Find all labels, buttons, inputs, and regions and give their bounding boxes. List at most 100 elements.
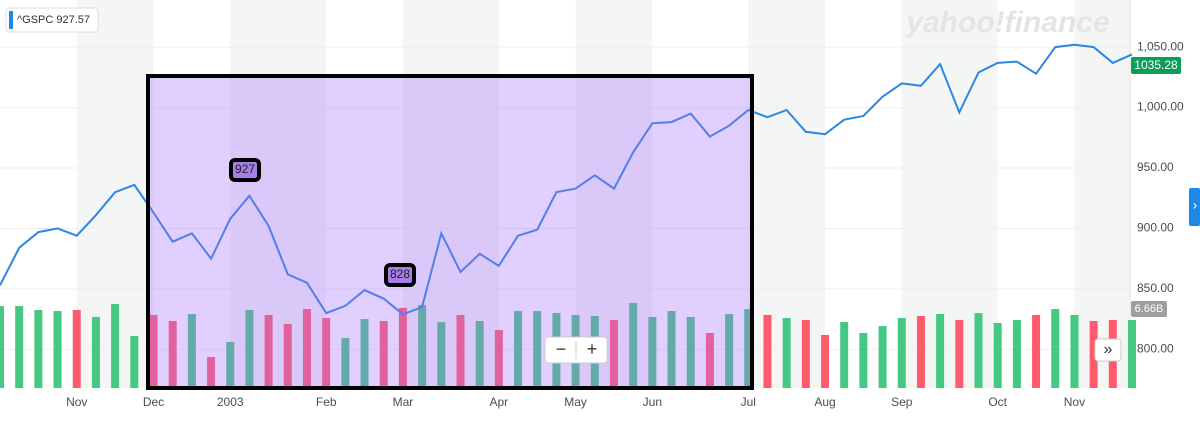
expand-button[interactable] (1094, 338, 1122, 362)
x-tick-label: 2003 (217, 395, 244, 409)
volume-bar (456, 314, 465, 388)
volume-bar (609, 320, 618, 388)
volume-bar (782, 318, 791, 388)
volume-bar (878, 325, 887, 388)
zoom-out[interactable]: − (556, 339, 567, 359)
side-tab-label[interactable]: › (1193, 197, 1198, 213)
ticker-legend: ^GSPC 927.57 (5, 7, 99, 33)
volume-bar (91, 316, 100, 388)
side-tab[interactable] (1189, 188, 1200, 226)
month-band (1074, 0, 1130, 388)
highlight-box (146, 74, 754, 390)
x-tick-label: Dec (143, 395, 164, 409)
volume-bar (955, 320, 964, 388)
volume-bar (149, 314, 158, 388)
volume-bar (283, 323, 292, 388)
y-tick-label: 900.00 (1137, 221, 1174, 235)
volume-bar (533, 311, 542, 388)
y2-tick-box (1131, 301, 1167, 318)
zoom-in[interactable]: + (587, 339, 598, 359)
zoom-controls: − + (544, 336, 608, 364)
volume-bar (1089, 321, 1098, 388)
volume-bar (725, 314, 734, 388)
x-tick-label: Jul (741, 395, 756, 409)
y2-tick-label: 6.66B (1135, 303, 1164, 315)
x-tick-label: Oct (988, 395, 1007, 409)
volume-bar (494, 330, 503, 388)
volume-bar (936, 314, 945, 388)
x-tick-label: Mar (393, 395, 414, 409)
volume-bar (0, 306, 4, 388)
annotation-box (229, 158, 261, 182)
y-tick-label: 1,050.00 (1137, 39, 1184, 53)
volume-bar (859, 332, 868, 388)
annotation-label: 828 (390, 267, 410, 281)
volume-bar (1070, 314, 1079, 388)
ticker-label: ^GSPC 927.57 (17, 14, 90, 26)
legend-box (5, 7, 99, 33)
volume-bar (168, 321, 177, 388)
watermark: yahoo!finance (904, 6, 1109, 39)
volume-bar (667, 311, 676, 388)
volume-bar (15, 306, 24, 388)
marks (0, 43, 1136, 388)
month-band (901, 0, 998, 388)
volume-bar (916, 316, 925, 388)
volume-bar (341, 337, 350, 388)
volume-bar (264, 314, 273, 388)
volume-bar (360, 318, 369, 388)
volume-bar (437, 322, 446, 388)
last-price: 1035.28 (1134, 58, 1178, 72)
x-tick-label: Sep (891, 395, 913, 409)
volume-bar (130, 336, 139, 388)
volume-bar (744, 309, 753, 388)
volume-bar (974, 313, 983, 388)
x-tick-label: May (564, 395, 587, 409)
volume-bar (245, 309, 254, 388)
legend-swatch (9, 11, 13, 29)
volume-bar (1012, 320, 1021, 388)
volume-bar (840, 322, 849, 388)
x-tick-label: Nov (66, 395, 87, 409)
x-tick-label: Jun (643, 395, 662, 409)
volume-bar (897, 318, 906, 388)
price-tag-box (1131, 57, 1181, 74)
volume-bar (207, 357, 216, 388)
price-tag: 1035.28 (1131, 57, 1181, 74)
expand-label[interactable]: » (1104, 341, 1113, 358)
volume-bar (302, 309, 311, 388)
y-tick-label: 1,000.00 (1137, 100, 1184, 114)
volume-bar (1032, 314, 1041, 388)
annotation: 828 (384, 263, 416, 287)
volume-bar (111, 304, 120, 388)
price-line (0, 43, 1133, 316)
y-tick-label: 850.00 (1137, 281, 1174, 295)
volume-bar (821, 334, 830, 388)
volume-bar (705, 332, 714, 388)
volume-bar (686, 316, 695, 388)
volume-bar (993, 323, 1002, 388)
volume-bar (53, 311, 62, 388)
annotation: 927 (229, 158, 261, 182)
volume-bar (648, 316, 657, 388)
x-tick-label: Aug (814, 395, 835, 409)
volume-bar (514, 311, 523, 388)
volume-bar (763, 314, 772, 388)
volume-bar (322, 318, 331, 388)
volume-bar (418, 304, 427, 388)
volume-bar (1128, 320, 1136, 388)
x-tick-label: Apr (490, 395, 509, 409)
x-tick-label: Nov (1064, 395, 1085, 409)
volume-bar (226, 341, 235, 388)
volume-bar (72, 309, 81, 388)
volume-bar (379, 321, 388, 388)
volume-bar (187, 314, 196, 388)
volume-bar (398, 307, 407, 388)
volume-bar (475, 321, 484, 388)
volume-bar (629, 302, 638, 388)
annotation-label: 927 (235, 162, 255, 176)
volume-bar (1051, 309, 1060, 388)
y-tick-label: 800.00 (1137, 341, 1174, 355)
y-tick-label: 950.00 (1137, 160, 1174, 174)
